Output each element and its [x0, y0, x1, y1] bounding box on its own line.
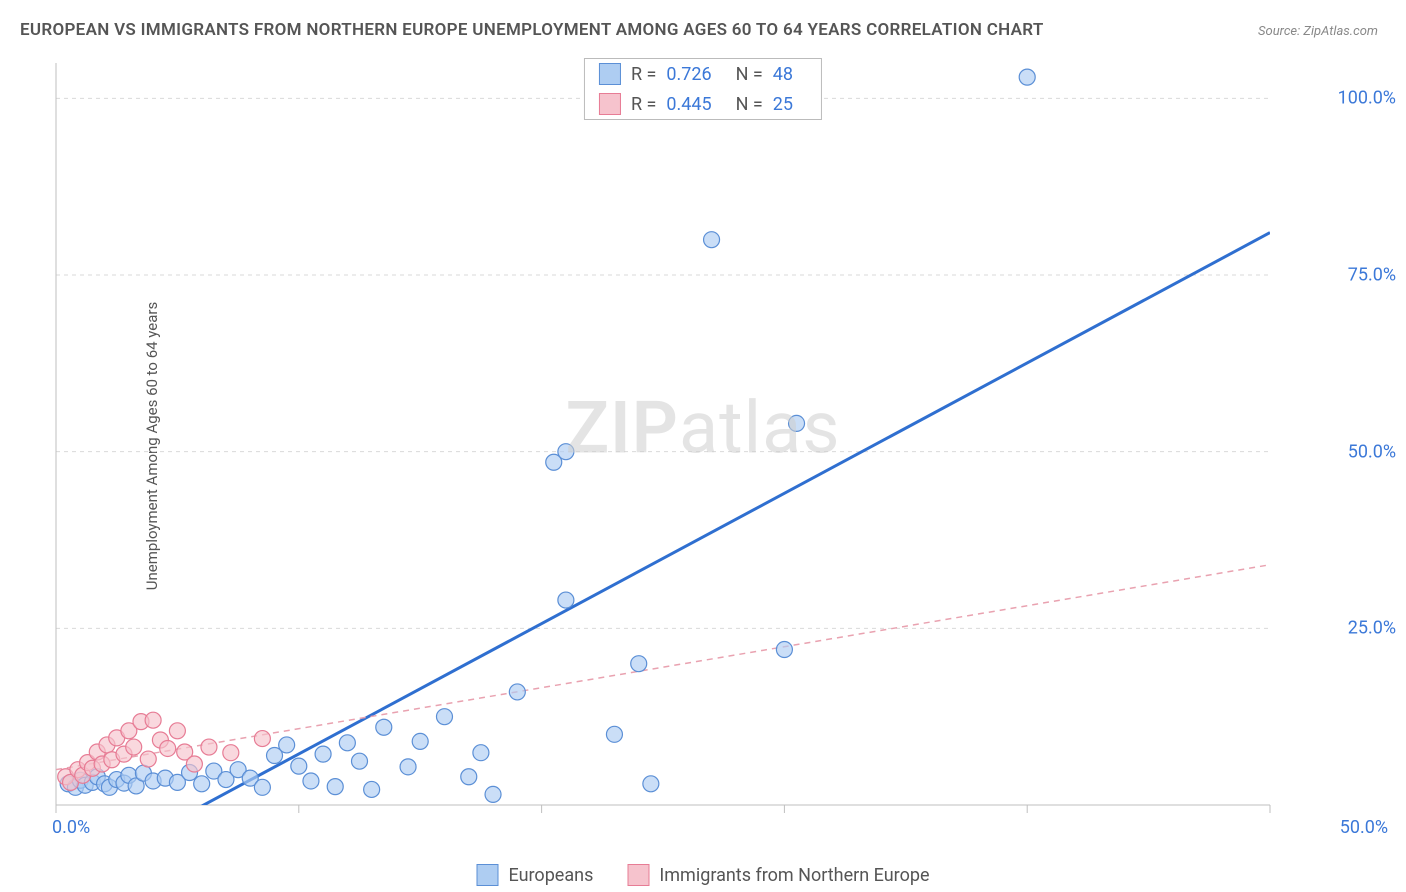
r-value: 0.445	[666, 94, 711, 115]
chart-container: EUROPEAN VS IMMIGRANTS FROM NORTHERN EUR…	[0, 0, 1406, 892]
r-label: R =	[631, 64, 656, 85]
n-value: 48	[773, 64, 793, 85]
chart-title: EUROPEAN VS IMMIGRANTS FROM NORTHERN EUR…	[20, 20, 1044, 40]
y-tick-label: 25.0%	[1348, 618, 1396, 639]
n-value: 25	[773, 94, 793, 115]
scatter-plot	[50, 55, 1360, 845]
n-label: N =	[736, 94, 763, 115]
corr-legend-row: R = 0.726 N = 48	[585, 59, 821, 89]
x-tick-label-min: 0.0%	[52, 817, 90, 838]
r-label: R =	[631, 94, 656, 115]
legend-swatch	[599, 63, 621, 85]
corr-legend-row: R = 0.445 N = 25	[585, 89, 821, 119]
correlation-legend: R = 0.726 N = 48 R = 0.445 N = 25	[584, 58, 822, 120]
x-tick-label-max: 50.0%	[1340, 817, 1388, 838]
source-attribution: Source: ZipAtlas.com	[1258, 24, 1378, 39]
r-value: 0.726	[666, 64, 711, 85]
y-tick-label: 75.0%	[1348, 265, 1396, 286]
y-tick-label: 100.0%	[1338, 88, 1396, 109]
legend-swatch	[627, 864, 649, 886]
y-tick-label: 50.0%	[1348, 441, 1396, 462]
series-legend: Europeans Immigrants from Northern Europe	[477, 864, 930, 886]
legend-item: Immigrants from Northern Europe	[627, 864, 929, 886]
legend-label: Immigrants from Northern Europe	[659, 865, 929, 886]
legend-label: Europeans	[509, 865, 594, 886]
legend-swatch	[477, 864, 499, 886]
n-label: N =	[736, 64, 763, 85]
legend-swatch	[599, 93, 621, 115]
legend-item: Europeans	[477, 864, 594, 886]
